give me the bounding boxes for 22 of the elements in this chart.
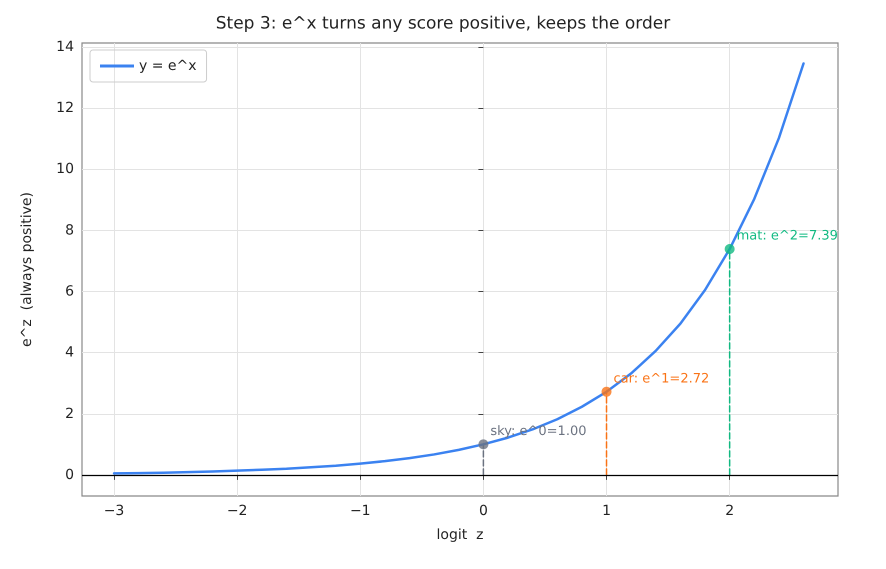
x-tick-label: −1	[350, 503, 371, 519]
point	[602, 386, 612, 397]
x-tick-label: −3	[104, 503, 124, 519]
legend-label: y = e^x	[139, 58, 197, 74]
y-tick-label: 14	[56, 38, 74, 55]
y-tick-label: 0	[65, 466, 74, 483]
y-tick-label: 6	[65, 284, 74, 300]
x-tick-label: 0	[478, 503, 488, 519]
x-tick-label: 2	[725, 503, 734, 519]
y-tick-label: 2	[65, 406, 74, 422]
x-tick-label: −2	[226, 503, 248, 519]
point	[478, 439, 488, 450]
chart-title: Step 3: e^x turns any score positive, keeps the order	[216, 14, 670, 34]
y-tick-label: 4	[65, 344, 74, 361]
y-axis-title: e^z (always positive)	[19, 192, 35, 347]
annotation: mat: e^2=7.39	[736, 228, 838, 244]
y-tick-label: 8	[65, 222, 74, 238]
point	[724, 244, 735, 254]
x-tick-label: 1	[602, 503, 611, 519]
y-tick-label: 12	[56, 100, 74, 116]
x-axis-title: logit z	[436, 527, 484, 543]
y-tick-label: 10	[56, 161, 74, 178]
